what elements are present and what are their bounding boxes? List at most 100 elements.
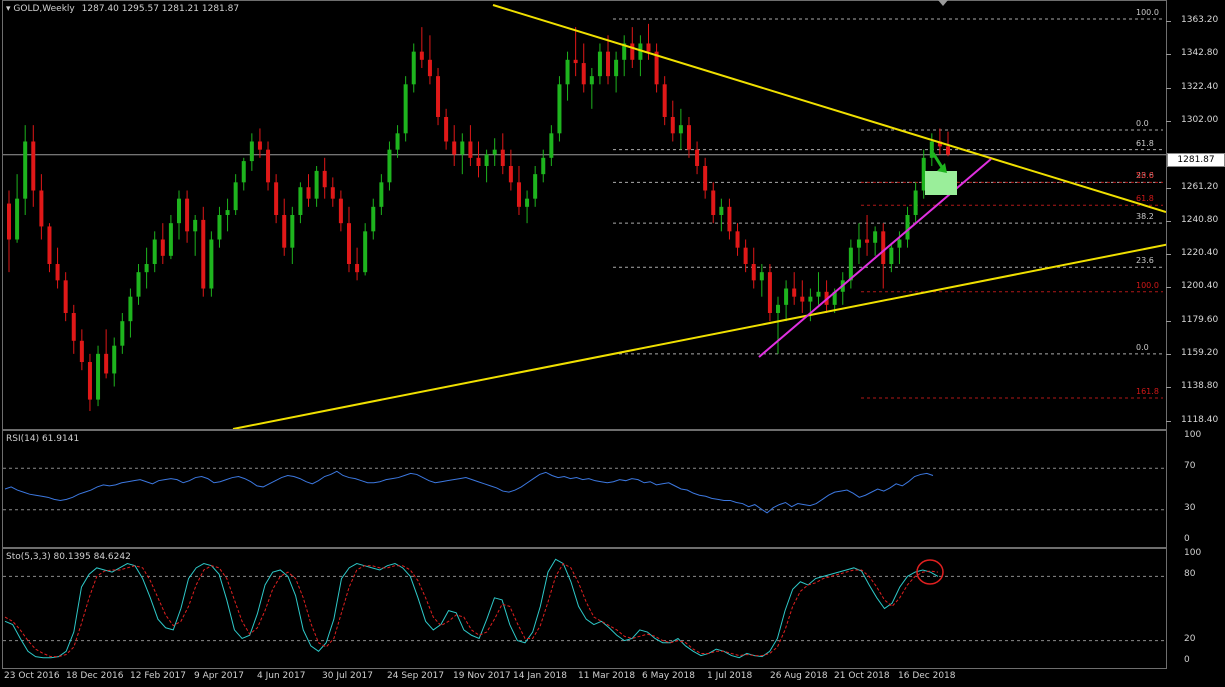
candle-body [314, 170, 319, 199]
fib-lower-label: 161.8 [1136, 386, 1159, 396]
candle-body [614, 59, 619, 77]
candle-body [209, 239, 214, 289]
rsi-chart[interactable] [3, 431, 1166, 547]
price-tick-label: 1138.80 [1181, 381, 1219, 392]
ohlc-values: 1287.40 1295.57 1281.21 1281.87 [81, 4, 240, 14]
chart-shift-marker-icon[interactable] [938, 0, 948, 6]
candle-body [719, 206, 724, 215]
ascending-trendline [232, 243, 1166, 429]
stoch-signal-line [4, 562, 939, 658]
price-tick-mark [1166, 286, 1171, 288]
candle-body [638, 43, 643, 60]
rsi-level-label: 0 [1184, 534, 1190, 544]
fib-lower-label: 38.2 [1136, 212, 1154, 222]
candle-body [96, 353, 101, 400]
stoch-pane[interactable] [2, 548, 1167, 669]
candle-body [541, 157, 546, 175]
candle-body [573, 59, 578, 64]
candle-body [128, 296, 133, 322]
candle-body [79, 340, 84, 363]
fib-upper-label: 23.6 [1136, 171, 1154, 181]
candle-body [856, 239, 861, 248]
candle-body [565, 59, 570, 85]
candle-body [87, 362, 92, 400]
candle-body [395, 133, 400, 150]
stoch-chart[interactable] [3, 549, 1166, 668]
candle-body [792, 288, 797, 297]
candle-body [549, 133, 554, 158]
triangle-down-icon[interactable]: ▾ [6, 4, 11, 14]
price-tick-mark [1166, 320, 1171, 322]
time-axis[interactable]: 23 Oct 2016 18 Dec 2016 12 Feb 2017 9 Apr 2… [2, 668, 1165, 687]
price-tick-mark [1166, 254, 1171, 256]
highlight-circle [916, 559, 944, 585]
candle-body [193, 219, 198, 232]
price-tick-label: 1200.40 [1181, 280, 1219, 291]
candle-body [7, 203, 11, 240]
candle-body [249, 141, 254, 162]
candle-body [646, 43, 651, 52]
candle-body [476, 157, 481, 166]
candle-body [703, 165, 708, 191]
fib-lower-label: 50.0 [1136, 171, 1154, 181]
date-label: 19 Nov 2017 [453, 671, 511, 681]
candle-body [946, 146, 950, 155]
candle-body [266, 149, 271, 183]
candle-body [832, 291, 837, 305]
candle-body [136, 272, 141, 297]
price-axis[interactable]: 1363.20 1342.80 1322.40 1302.00 1261.20 1240.… [1166, 0, 1225, 428]
fib-lower-label: 0.0 [1136, 342, 1149, 352]
candle-body [695, 149, 700, 166]
candle-body [735, 231, 740, 248]
candle-body [225, 210, 230, 215]
candle-body [411, 51, 416, 85]
date-label: 9 Apr 2017 [194, 671, 244, 681]
candle-body [306, 187, 311, 199]
candle-body [71, 313, 76, 341]
candle-body [104, 353, 109, 374]
price-tick-mark [1166, 87, 1171, 89]
fib-lower-label: 23.6 [1136, 256, 1154, 266]
candle-body [897, 239, 902, 248]
candle-body [905, 215, 910, 240]
price-tick-label: 1261.20 [1181, 181, 1219, 192]
rsi-level-label: 70 [1184, 461, 1196, 472]
chart-title: ▾ GOLD,Weekly 1287.40 1295.57 1281.21 12… [6, 4, 239, 14]
candle-body [355, 264, 360, 273]
date-label: 12 Feb 2017 [130, 671, 187, 681]
candle-body [848, 247, 853, 281]
price-tick-label: 1302.00 [1181, 114, 1219, 125]
stoch-level-label: 80 [1184, 569, 1196, 580]
candle-body [298, 187, 303, 215]
price-tick-label: 1159.20 [1181, 348, 1219, 359]
candle-body [929, 141, 934, 158]
date-label: 21 Oct 2018 [834, 671, 890, 681]
date-label: 16 Dec 2018 [898, 671, 956, 681]
candle-body [201, 219, 206, 289]
price-tick-label: 1220.40 [1181, 248, 1219, 259]
candle-body [516, 182, 521, 207]
candle-body [15, 198, 20, 240]
candle-body [816, 291, 821, 297]
candle-body [274, 182, 279, 215]
candle-body [743, 247, 748, 265]
candle-body [152, 239, 157, 265]
price-tick-mark [1166, 20, 1171, 22]
fib-lower-label: 61.8 [1136, 194, 1154, 204]
descending-trendline [492, 4, 1166, 213]
date-label: 14 Jan 2018 [513, 671, 567, 681]
candle-body [533, 174, 538, 199]
candle-body [589, 76, 594, 85]
price-pane[interactable] [2, 0, 1167, 430]
candle-body [484, 154, 489, 166]
rsi-pane[interactable] [2, 430, 1167, 548]
fib-upper-label: 0.0 [1136, 119, 1149, 129]
price-tick-label: 1342.80 [1181, 48, 1219, 59]
stoch-label: Sto(5,3,3) 80.1395 84.6242 [6, 552, 131, 562]
candle-body [23, 141, 28, 199]
price-chart[interactable] [3, 1, 1166, 429]
candle-body [508, 165, 513, 183]
candle-body [492, 149, 497, 155]
candle-body [168, 223, 173, 256]
candle-body [290, 215, 295, 248]
